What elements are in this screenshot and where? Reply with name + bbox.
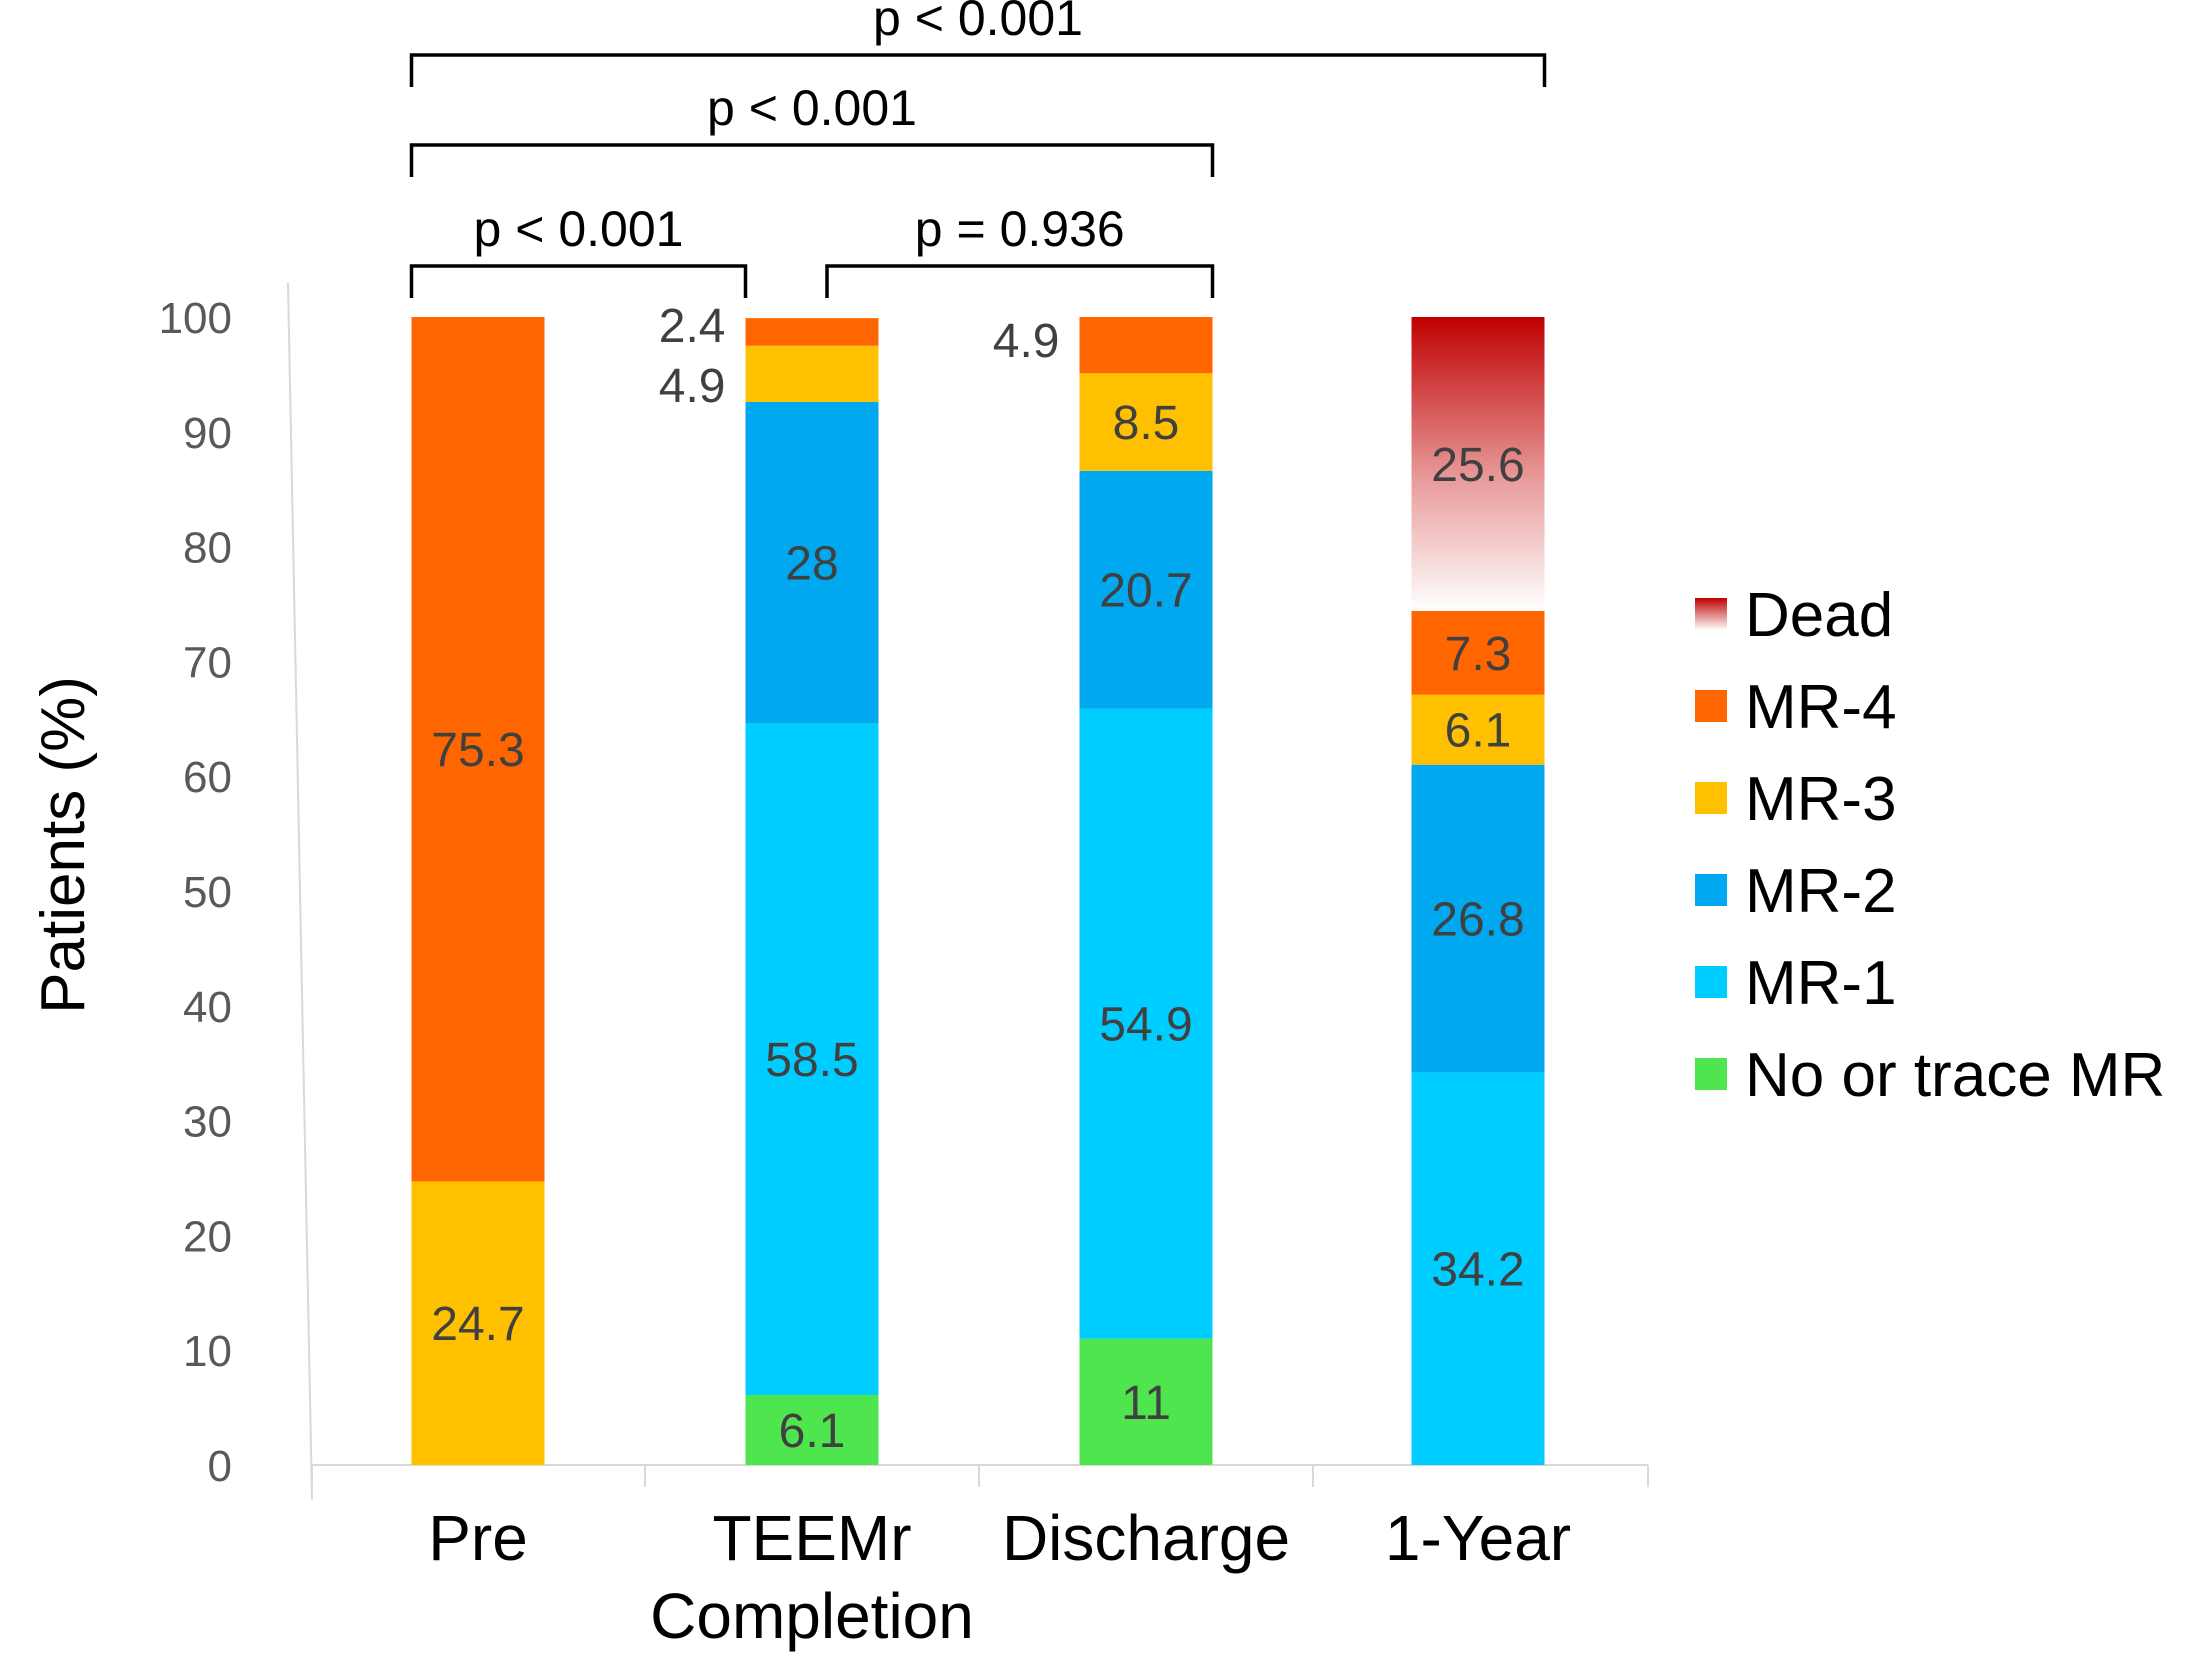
y-tick-label: 0	[208, 1442, 232, 1491]
bar-segment-mr-3	[745, 345, 879, 402]
legend-swatch-mr-4	[1695, 690, 1727, 722]
legend-swatch-mr-3	[1695, 782, 1727, 814]
x-category-label: Pre	[428, 1502, 528, 1574]
bar-segment-mr-2	[1079, 470, 1213, 709]
bar-segment-no-or-trace-mr	[745, 1394, 879, 1465]
bar-segment-mr-3	[411, 1181, 545, 1465]
legend-label: MR-4	[1745, 673, 1897, 742]
data-label: 34.2	[1431, 1244, 1524, 1297]
bar-segment-mr-2	[745, 401, 879, 724]
axes: 0 10 20 30 40 50 60 70 80 90 100 Pre TEEMrCompletion…	[159, 282, 1649, 1652]
legend-swatch-mr-2	[1695, 874, 1727, 906]
p-value-label: p < 0.001	[707, 80, 917, 136]
x-category-label: 1-Year	[1385, 1502, 1571, 1574]
bar-segment-no-or-trace-mr	[1079, 1338, 1213, 1465]
bar-segment-mr-4	[1411, 610, 1545, 695]
y-axis-line	[287, 282, 313, 1501]
y-tick-label: 60	[183, 753, 232, 802]
significance-bracket	[409, 143, 1215, 177]
y-tick-label: 30	[183, 1098, 232, 1147]
legend-label: MR-1	[1745, 949, 1897, 1018]
p-value-label: p < 0.001	[873, 0, 1083, 46]
p-value-label: p < 0.001	[474, 201, 684, 257]
bar-segment-mr-1	[1079, 708, 1213, 1339]
legend-label: MR-3	[1745, 765, 1897, 834]
bar-segment-mr-1	[1411, 1072, 1545, 1465]
data-label: 58.5	[765, 1034, 858, 1087]
bar-segment-mr-3	[1411, 694, 1545, 765]
data-label: 2.4	[659, 300, 726, 353]
significance-bracket	[825, 264, 1215, 298]
bar-segment-mr-2	[1411, 764, 1545, 1073]
data-label: 6.1	[1445, 705, 1512, 758]
significance-annotations: p < 0.001 p = 0.936 p < 0.001 p < 0.001	[409, 0, 1547, 298]
bar-segment-mr-4	[745, 318, 879, 346]
bars	[411, 317, 1545, 1465]
y-tick-label: 90	[183, 409, 232, 458]
data-label: 11	[1121, 1377, 1171, 1430]
bar-segment-mr-3	[1079, 373, 1213, 471]
data-label: 20.7	[1099, 565, 1192, 618]
legend-label: No or trace MR	[1745, 1041, 2165, 1110]
bar-segment-mr-1	[745, 723, 879, 1395]
legend-label: Dead	[1745, 581, 1893, 650]
x-category-label: Completion	[650, 1580, 974, 1652]
legend-swatch-dead	[1695, 598, 1727, 630]
data-label: 54.9	[1099, 999, 1192, 1052]
y-tick-label: 10	[183, 1327, 232, 1376]
x-category-label: Discharge	[1002, 1502, 1290, 1574]
y-tick-label: 80	[183, 524, 232, 573]
significance-bracket	[409, 264, 748, 298]
significance-bracket	[409, 53, 1547, 87]
data-label: 6.1	[779, 1405, 846, 1458]
data-label: 24.7	[431, 1298, 524, 1351]
legend: Dead MR-4 MR-3 MR-2 MR-1 No or trace MR	[1695, 581, 2165, 1110]
data-label: 28	[785, 538, 838, 591]
legend-label: MR-2	[1745, 857, 1897, 926]
data-label: 4.9	[993, 315, 1060, 368]
y-tick-label: 100	[159, 294, 232, 343]
y-tick-label: 70	[183, 638, 232, 687]
data-label: 8.5	[1113, 397, 1180, 450]
y-tick-label: 40	[183, 983, 232, 1032]
data-label: 25.6	[1431, 439, 1524, 492]
bar-segment-dead	[1411, 317, 1545, 611]
data-label: 75.3	[431, 724, 524, 777]
legend-swatch-no-or-trace-mr	[1695, 1058, 1727, 1090]
legend-swatch-mr-1	[1695, 966, 1727, 998]
bar-segment-mr-4	[411, 317, 545, 1182]
bar-segment-mr-4	[1079, 317, 1213, 374]
data-label: 4.9	[659, 360, 726, 413]
y-tick-label: 50	[183, 868, 232, 917]
y-axis-label: Patients (%)	[29, 676, 98, 1014]
y-tick-label: 20	[183, 1212, 232, 1261]
data-label: 7.3	[1445, 628, 1512, 681]
p-value-label: p = 0.936	[915, 201, 1125, 257]
data-labels: 24.7 75.3 6.1 58.5 28 4.9 2.4 11 54.9 20.7 8.5 4.9 3…	[431, 300, 1524, 1458]
data-label: 26.8	[1431, 894, 1524, 947]
x-category-label: TEEMr	[712, 1502, 911, 1574]
